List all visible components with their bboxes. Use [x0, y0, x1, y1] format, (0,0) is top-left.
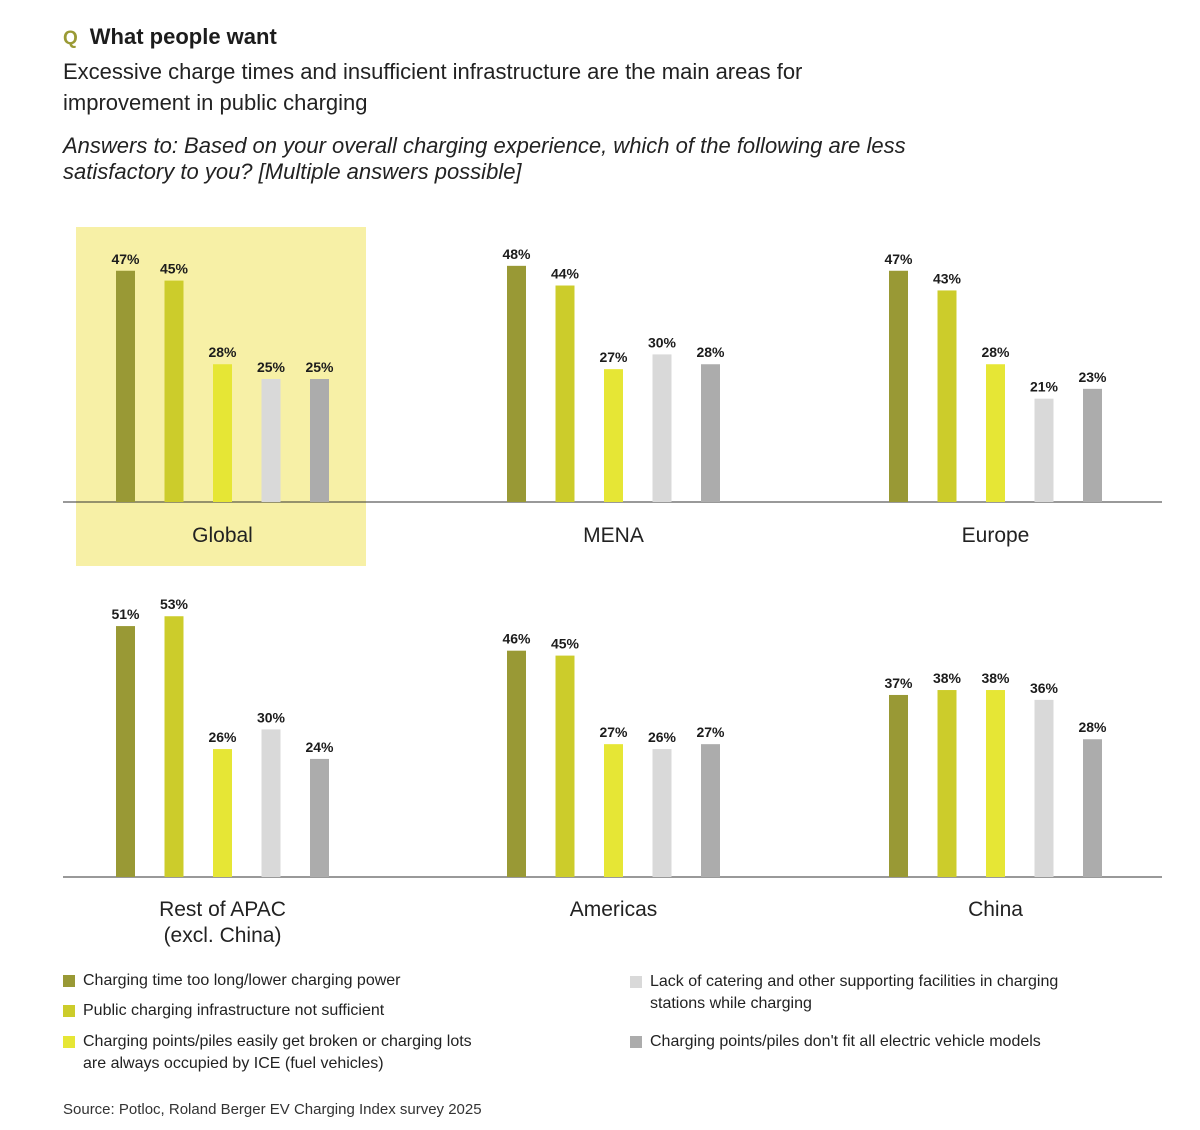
question-heading: Q What people want [63, 24, 1163, 50]
q-mark: Q [63, 28, 78, 49]
page-title: What people want [89, 24, 277, 49]
data-label: 26% [208, 729, 237, 745]
data-label: 45% [551, 636, 580, 652]
panel-title: (excl. China) [164, 924, 282, 947]
bar [164, 280, 184, 502]
data-label: 27% [599, 724, 628, 740]
panel-global: 47% 45% 28% 25% 25% Global [111, 251, 334, 547]
legend-label: Public charging infrastructure not suffi… [83, 1002, 385, 1019]
legend-swatch [63, 1036, 75, 1048]
bar [507, 265, 526, 502]
bar [164, 616, 184, 877]
bar [310, 758, 329, 877]
data-label: 28% [1078, 719, 1107, 735]
panel-title: China [968, 898, 1023, 921]
legend-item-broken-points: Charging points/piles easily get broken … [63, 1031, 583, 1075]
panel-europe: 47% 43% 28% 21% 23% Europe [884, 251, 1107, 547]
data-label: 25% [257, 359, 286, 375]
bar [652, 354, 672, 502]
bar [701, 364, 720, 502]
bar [213, 749, 232, 877]
legend-swatch [630, 1036, 642, 1048]
data-label: 43% [933, 270, 962, 286]
bar [555, 655, 575, 877]
panel-title: Europe [962, 524, 1030, 547]
bar [986, 364, 1005, 502]
data-label: 28% [696, 344, 725, 360]
data-label: 53% [160, 596, 189, 612]
legend-label: Charging time too long/lower charging po… [83, 972, 401, 989]
source-note: Source: Potloc, Roland Berger EV Chargin… [63, 1101, 482, 1118]
data-label: 44% [551, 266, 580, 282]
bar [507, 650, 526, 877]
bar [986, 690, 1005, 877]
legend-swatch [63, 975, 75, 987]
bar [604, 369, 623, 502]
legend-item-charging-time: Charging time too long/lower charging po… [63, 970, 563, 992]
data-label: 30% [257, 709, 286, 725]
panel-title: Americas [570, 898, 658, 921]
bar [604, 744, 623, 877]
panel-title: Global [192, 524, 253, 547]
legend-label: Charging points/piles don't fit all elec… [650, 1033, 1041, 1050]
panel-americas: 46% 45% 27% 26% 27% Americas [502, 631, 725, 921]
data-label: 38% [981, 670, 1010, 686]
data-label: 47% [884, 251, 913, 267]
data-label: 48% [502, 246, 531, 262]
data-label: 45% [160, 261, 189, 277]
data-label: 27% [599, 349, 628, 365]
header: Q What people want Excessive charge time… [63, 24, 1163, 118]
subtitle: Excessive charge times and insufficient … [63, 59, 803, 115]
legend-item-catering: Lack of catering and other supporting fa… [630, 971, 1170, 1015]
bar [937, 290, 957, 502]
data-label: 37% [884, 675, 913, 691]
legend-swatch [630, 976, 642, 988]
bar [1083, 388, 1102, 502]
bar [1034, 398, 1054, 502]
data-label: 25% [305, 359, 334, 375]
bar [310, 379, 329, 502]
panel-title: Rest of APAC [159, 898, 286, 921]
bar [937, 690, 957, 877]
data-label: 21% [1030, 379, 1059, 395]
legend-item-model-fit: Charging points/piles don't fit all elec… [630, 1031, 1170, 1053]
bar [261, 379, 281, 502]
bar [889, 270, 908, 502]
legend-label: Charging points/piles easily get broken … [83, 1033, 472, 1072]
legend-label: Lack of catering and other supporting fa… [650, 973, 1059, 1012]
bar-chart: 47% 45% 28% 25% 25% Global 48% 44% 27% 30% 28% MENA… [63, 227, 1162, 947]
data-label: 38% [933, 670, 962, 686]
data-label: 27% [696, 724, 725, 740]
bar [261, 729, 281, 877]
panel-rest-of-apac: 51% 53% 26% 30% 24% Rest of APAC (excl. China) [111, 596, 334, 947]
panel-title: MENA [583, 524, 644, 547]
panel-china: 37% 38% 38% 36% 28% China [884, 670, 1107, 921]
data-label: 24% [305, 739, 334, 755]
legend-swatch [63, 1005, 75, 1017]
data-label: 28% [981, 344, 1010, 360]
bar [116, 270, 135, 502]
bar [889, 694, 908, 877]
bar [652, 749, 672, 877]
data-label: 46% [502, 631, 531, 647]
bar [213, 364, 232, 502]
bar [555, 285, 575, 502]
data-label: 30% [648, 334, 677, 350]
data-label: 23% [1078, 369, 1107, 385]
data-label: 36% [1030, 680, 1059, 696]
bar [1034, 699, 1054, 877]
data-label: 47% [111, 251, 140, 267]
legend-item-infrastructure: Public charging infrastructure not suffi… [63, 1000, 563, 1022]
panel-mena: 48% 44% 27% 30% 28% MENA [502, 246, 725, 547]
bar [701, 744, 720, 877]
survey-question: Answers to: Based on your overall chargi… [63, 133, 906, 184]
bar [1083, 739, 1102, 877]
data-label: 28% [208, 344, 237, 360]
data-label: 51% [111, 606, 140, 622]
data-label: 26% [648, 729, 677, 745]
bar [116, 626, 135, 877]
